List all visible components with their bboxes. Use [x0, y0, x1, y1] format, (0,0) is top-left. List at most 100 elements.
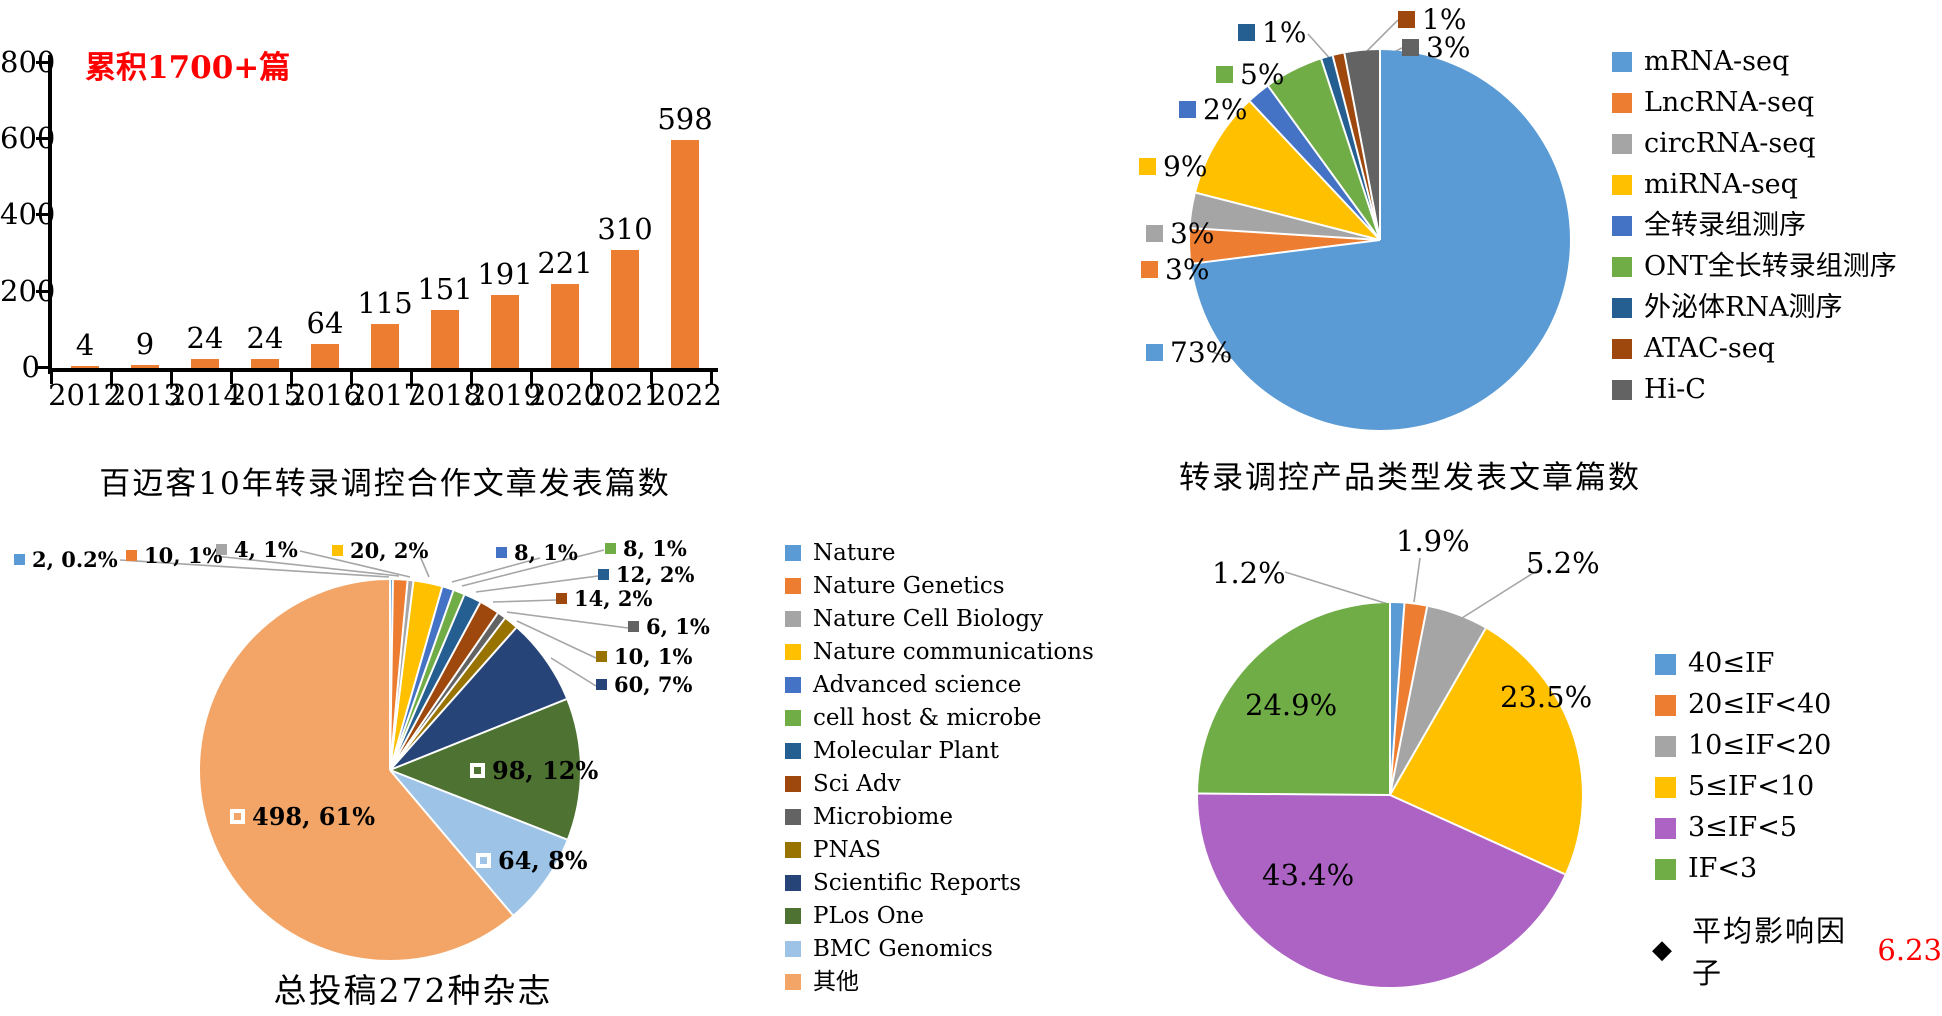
legend-label: cell host & microbe [813, 705, 1042, 731]
callout-text: 1.9% [1396, 524, 1470, 558]
y-tick [36, 290, 48, 293]
pie-callout: 1% [1398, 3, 1466, 36]
legend-label: Nature Cell Biology [813, 606, 1044, 632]
legend-item: Nature Cell Biology [785, 607, 1094, 631]
x-tick [470, 372, 473, 384]
bar [371, 324, 399, 368]
legend-swatch [1612, 175, 1632, 195]
pie-callout: 10, 1% [596, 644, 692, 669]
legend-swatch [1655, 858, 1676, 880]
bar [191, 359, 219, 368]
legend-label: PLos One [813, 903, 924, 929]
legend-item: Nature Genetics [785, 574, 1094, 598]
pie-callout: 24.9% [1245, 688, 1337, 722]
callout-swatch [14, 554, 25, 565]
pie-callout: 9% [1139, 150, 1207, 183]
legend-item: Sci Adv [785, 772, 1094, 796]
slice-divider [1389, 603, 1391, 795]
callout-text: 20, 2% [350, 538, 429, 563]
legend-swatch [1655, 735, 1676, 757]
callout-text: 73% [1170, 336, 1233, 369]
legend-item: Microbiome [785, 805, 1094, 829]
pie-callout: 2% [1179, 93, 1247, 126]
x-tick [170, 372, 173, 384]
callout-text: 498, 61% [252, 802, 376, 831]
x-axis-label: 2017 [348, 378, 422, 412]
y-axis-tick-label: 400 [0, 197, 56, 231]
bar-value-label: 310 [597, 212, 653, 246]
callout-text: 5% [1240, 58, 1285, 91]
legend-swatch [1612, 52, 1632, 72]
callout-swatch [1238, 24, 1255, 41]
pie-callout: 5.2% [1526, 546, 1600, 580]
callout-text: 1% [1262, 16, 1307, 49]
legend-label: 3≤IF<5 [1688, 812, 1798, 843]
bar [311, 344, 339, 368]
pie-impact-factor [1198, 603, 1582, 987]
legend-item: ATAC-seq [1612, 335, 1897, 363]
slice-divider [1198, 792, 1391, 796]
callout-text: 3% [1170, 217, 1215, 250]
annotation-cumulative: 累积1700+篇 [85, 50, 291, 86]
pie-callout: 20, 2% [332, 538, 428, 563]
bar-value-label: 598 [657, 102, 713, 136]
legend-label: 外泌体RNA测序 [1644, 292, 1843, 323]
legend-label: mRNA-seq [1644, 46, 1790, 77]
y-tick [36, 61, 48, 64]
bar [431, 310, 459, 368]
legend-label: 20≤IF<40 [1688, 689, 1832, 720]
legend-swatch [785, 875, 801, 891]
legend-label: circRNA-seq [1644, 128, 1816, 159]
legend-product-types: mRNA-seq LncRNA-seq circRNA-seq miRNA-seq 全转… [1612, 48, 1897, 404]
callout-swatch [1179, 101, 1196, 118]
y-axis-tick-label: 600 [0, 121, 56, 155]
bar-value-label: 24 [186, 321, 224, 355]
legend-item: circRNA-seq [1612, 130, 1897, 158]
callout-text: 14, 2% [574, 586, 653, 611]
legend-item: 其他 [785, 970, 1094, 994]
legend-impact-factor: 40≤IF 20≤IF<40 10≤IF<20 5≤IF<10 3≤IF<5 IF<3 [1655, 650, 1831, 883]
bar [671, 140, 699, 368]
callout-swatch [1139, 158, 1156, 175]
legend-swatch [785, 842, 801, 858]
legend-swatch [1655, 653, 1676, 675]
callout-swatch [216, 544, 227, 555]
x-axis-label: 2019 [468, 378, 542, 412]
callout-swatch [598, 569, 609, 580]
pie-journals [200, 580, 580, 960]
legend-item: 20≤IF<40 [1655, 691, 1831, 719]
x-tick [50, 372, 53, 384]
legend-swatch [785, 743, 801, 759]
y-tick [36, 213, 48, 216]
pie-callout: 98, 12% [470, 756, 598, 785]
callout-text: 4, 1% [234, 537, 298, 562]
callout-text: 60, 7% [614, 672, 693, 697]
pie-callout: 4, 1% [216, 537, 298, 562]
legend-label: Nature Genetics [813, 573, 1005, 599]
legend-swatch [785, 611, 801, 627]
legend-label: 其他 [813, 969, 859, 995]
legend-label: IF<3 [1688, 853, 1758, 884]
legend-item: Advanced science [785, 673, 1094, 697]
x-axis-label: 2021 [588, 378, 662, 412]
legend-swatch [785, 710, 801, 726]
y-tick [36, 137, 48, 140]
x-tick [530, 372, 533, 384]
callout-swatch [596, 679, 607, 690]
x-axis-label: 2020 [528, 378, 602, 412]
callout-text: 3% [1165, 253, 1210, 286]
pie-callout: 1.9% [1396, 524, 1470, 558]
pie-callout: 43.4% [1262, 858, 1354, 892]
pie-callout: 8, 1% [496, 540, 578, 565]
pie-callout: 1% [1238, 16, 1306, 49]
bar [611, 250, 639, 368]
callout-text: 24.9% [1245, 688, 1338, 722]
callout-text: 8, 1% [514, 540, 578, 565]
x-axis-label: 2022 [648, 378, 722, 412]
callout-text: 1% [1422, 3, 1467, 36]
legend-label: ONT全长转录组测序 [1644, 251, 1897, 282]
legend-swatch [785, 578, 801, 594]
legend-label: Nature communications [813, 639, 1094, 665]
x-tick [350, 372, 353, 384]
